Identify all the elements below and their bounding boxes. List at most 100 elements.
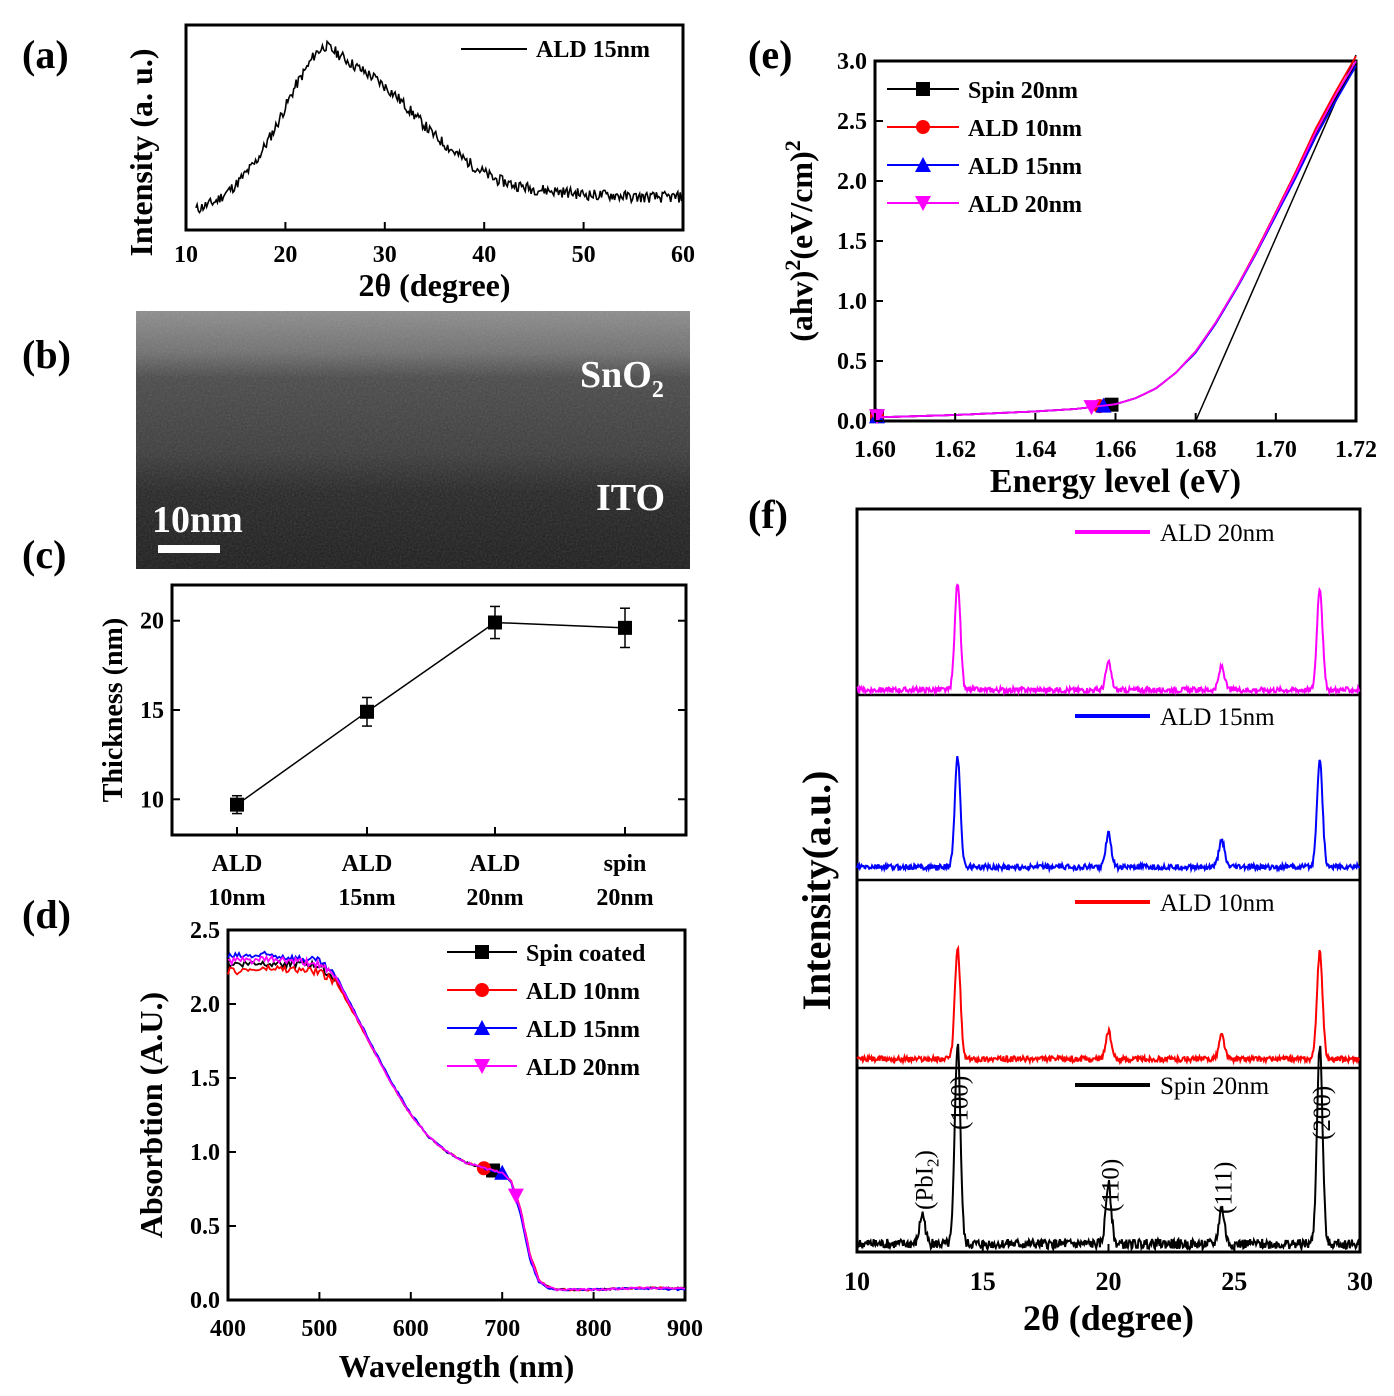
- legend-label: Spin coated: [526, 941, 646, 967]
- x-tick-label: 50: [572, 242, 596, 268]
- data-point: [230, 797, 244, 812]
- legend-marker: [475, 945, 489, 959]
- y-tick-label: 10: [140, 787, 164, 813]
- x-tick-label: 1.62: [934, 437, 976, 463]
- x-tick-label: 600: [393, 1316, 429, 1342]
- y-axis-label-part: (ahv): [783, 271, 819, 342]
- legend-label: Spin 20nm: [968, 78, 1078, 104]
- legend-marker: [915, 157, 931, 172]
- y-tick-label: 1.0: [837, 289, 867, 315]
- y-axis-label: Absorbtion (A.U.): [133, 992, 169, 1238]
- legend-label: ALD 20nm: [1160, 520, 1275, 547]
- legend-label: Spin 20nm: [1160, 1073, 1270, 1100]
- legend-label: ALD 20nm: [526, 1055, 640, 1081]
- series-line-1: [227, 963, 686, 1292]
- x-tick-label: 15nm: [338, 885, 395, 911]
- plot-frame: [873, 59, 1358, 423]
- series-line: [236, 621, 626, 806]
- y-tick-label: 1.0: [190, 1140, 220, 1166]
- chart-d: Spin coated ALD 10nm ALD 15nm ALD 20nm 400 50…: [133, 918, 703, 1384]
- peak-label-end: ): [911, 1150, 938, 1158]
- y-tick-label: 1.5: [837, 229, 867, 255]
- data-point: [618, 620, 632, 635]
- series-line-ald-15nm: [195, 39, 683, 214]
- y-tick-label: 0.5: [190, 1214, 220, 1240]
- legend-label: ALD 15nm: [536, 37, 650, 63]
- y-axis-label-sup: 2: [780, 140, 805, 151]
- x-tick-label: 1.64: [1014, 437, 1056, 463]
- x-tick-label: 1.70: [1255, 437, 1297, 463]
- y-axis-label-sup: 2: [780, 260, 805, 271]
- x-tick-label: 1.68: [1175, 437, 1217, 463]
- peak-label-text: (110): [1098, 1159, 1125, 1212]
- x-tick-label: 500: [301, 1316, 337, 1342]
- peak-label: (100): [947, 1076, 974, 1130]
- x-tick-label: 60: [671, 242, 695, 268]
- series-line-0: [227, 956, 686, 1292]
- y-axis-label: Intensity (a. u.): [123, 48, 159, 256]
- tem-label-ito: ITO: [596, 477, 665, 519]
- x-tick-label: 30: [373, 242, 397, 268]
- legend-label: ALD 20nm: [968, 192, 1082, 218]
- series-line-3: [874, 60, 1357, 419]
- series-marker-3: [507, 1188, 524, 1204]
- tem-image: SnO2 ITO 10nm: [136, 311, 690, 569]
- data-point: [360, 704, 374, 719]
- peak-label-text: (111): [1211, 1162, 1238, 1214]
- tangent-line: [1194, 54, 1357, 422]
- x-tick-label: 15: [970, 1267, 996, 1296]
- y-axis-label: Thickness (nm): [98, 618, 129, 802]
- series-line-0: [856, 583, 1361, 697]
- y-tick-label: 2.5: [190, 918, 220, 944]
- x-tick-label: 1.66: [1095, 437, 1137, 463]
- x-axis-label: 2θ (degree): [358, 267, 510, 303]
- legend-marker: [474, 1059, 490, 1074]
- legend-marker: [915, 196, 931, 211]
- x-tick-label: 20nm: [466, 885, 523, 911]
- x-tick-label: 1.72: [1335, 437, 1377, 463]
- peak-label: (200): [1309, 1086, 1336, 1140]
- tem-label-sno2: SnO2: [580, 354, 664, 403]
- y-tick-label: 2.5: [837, 109, 867, 135]
- peak-label-text: (100): [947, 1076, 974, 1130]
- x-tick-label: 700: [484, 1316, 520, 1342]
- x-tick-label: 20nm: [596, 885, 653, 911]
- series-marker-3: [1083, 400, 1100, 416]
- x-tick-label: 1.60: [854, 437, 896, 463]
- panel-label-f: (f): [748, 492, 788, 537]
- y-tick-label: 0.5: [837, 349, 867, 375]
- x-tick-label: 30: [1347, 1267, 1373, 1296]
- panel-label-d: (d): [22, 892, 71, 937]
- x-tick-label: 10: [174, 242, 198, 268]
- legend-label: ALD 10nm: [526, 979, 640, 1005]
- y-tick-label: 3.0: [837, 49, 867, 75]
- plot-frame: [170, 583, 688, 837]
- x-tick-label: spin: [604, 851, 647, 877]
- panel-label-a: (a): [22, 32, 69, 77]
- x-tick-label: 10nm: [208, 885, 265, 911]
- x-tick-label: 20: [1096, 1267, 1122, 1296]
- panel-label-e: (e): [748, 32, 792, 77]
- legend-label: ALD 15nm: [968, 154, 1082, 180]
- legend-label: ALD 15nm: [1160, 704, 1275, 731]
- x-tick-label: 10: [844, 1267, 870, 1296]
- plot-frame: [184, 23, 685, 232]
- series-line-2: [856, 944, 1361, 1066]
- panel-label-c: (c): [22, 532, 66, 577]
- y-axis-label-part: (eV/cm): [783, 151, 819, 259]
- series-line-3: [856, 1043, 1360, 1253]
- legend-marker: [916, 120, 930, 134]
- peak-label: (PbI2): [911, 1150, 942, 1210]
- legend-label: ALD 10nm: [1160, 890, 1275, 917]
- panel-label-b: (b): [22, 332, 71, 377]
- legend-label: ALD 15nm: [526, 1017, 640, 1043]
- chart-a: 10 20 30 40 50 60 2θ (degree) Intensity (a. u.)…: [123, 23, 695, 303]
- peak-label-text: (200): [1309, 1086, 1336, 1140]
- x-tick-label: ALD: [470, 851, 521, 877]
- x-tick-label: ALD: [212, 851, 263, 877]
- y-tick-label: 2.0: [837, 169, 867, 195]
- y-tick-label: 20: [140, 609, 164, 635]
- peak-label: (110): [1098, 1159, 1125, 1212]
